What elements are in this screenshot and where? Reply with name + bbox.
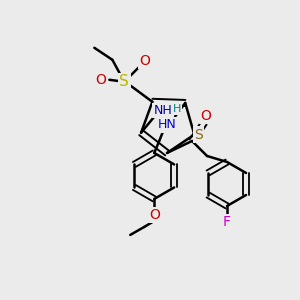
Text: H: H: [173, 104, 181, 114]
Text: O: O: [149, 208, 160, 222]
Text: S: S: [119, 74, 129, 89]
Text: NH: NH: [154, 104, 172, 117]
Text: O: O: [139, 54, 150, 68]
Text: S: S: [194, 128, 203, 142]
Text: F: F: [223, 215, 231, 229]
Text: O: O: [95, 73, 106, 87]
Text: HN: HN: [158, 118, 177, 131]
Text: O: O: [201, 109, 212, 123]
